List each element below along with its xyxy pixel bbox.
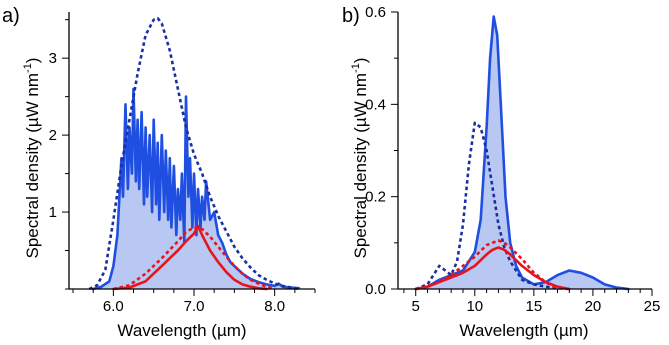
panel-b-y-tick-label: 0.6 — [365, 4, 386, 21]
panel-a-series-2-line — [112, 224, 268, 291]
panel-a-ylabel-text: Spectral density (µW nm — [23, 73, 42, 259]
panel-a-series-3-line — [113, 226, 276, 291]
panel-b: b) Spectral density (µW nm-1) Wavelength… — [342, 4, 660, 340]
panel-b-x-tick-label: 5 — [412, 298, 420, 315]
panel-b-y-tick-label: 0.4 — [365, 96, 386, 113]
panel-b-y-tick-label: 0.2 — [365, 189, 386, 206]
svg-text:Spectral density (µW nm-1): Spectral density (µW nm-1) — [22, 58, 42, 259]
panel-b-series-0-line — [414, 15, 630, 291]
panel-b-xlabel: Wavelength (µm) — [459, 321, 588, 340]
panel-b-series-2-line — [414, 246, 571, 291]
panel-a: a) Spectral density (µW nm-1) Wavelength… — [2, 5, 316, 340]
panel-b-x-tick-label: 25 — [644, 298, 661, 315]
panel-b-x-tick-label: 20 — [585, 298, 602, 315]
svg-text:Spectral density (µW nm-1): Spectral density (µW nm-1) — [350, 58, 370, 259]
panel-b-series-layer — [414, 15, 630, 291]
panel-a-series-0-fill — [93, 88, 299, 290]
panel-a-ylabel-close: ) — [23, 58, 42, 64]
panel-b-x-tick-label: 15 — [526, 298, 543, 315]
panel-b-label: b) — [342, 5, 360, 27]
panel-b-axes: 5 10 15 20 25 0.0 0.2 0.4 0.6 — [365, 4, 660, 315]
panel-a-ylabel: Spectral density (µW nm-1) — [22, 58, 42, 259]
panel-b-series-0-fill — [415, 16, 629, 289]
panel-a-y-tick-label: 3 — [49, 50, 57, 67]
panel-a-label: a) — [2, 5, 20, 27]
panel-b-ylabel-text: Spectral density (µW nm — [351, 73, 370, 259]
panel-a-x-tick-label: 8.0 — [264, 298, 285, 315]
panel-a-x-tick-label: 6.0 — [103, 298, 124, 315]
panel-a-axes: 6.0 7.0 8.0 1 2 3 — [49, 12, 316, 315]
panel-a-y-tick-label: 2 — [49, 127, 57, 144]
panel-a-y-tick-label: 1 — [49, 204, 57, 221]
panel-b-ylabel: Spectral density (µW nm-1) — [350, 58, 370, 259]
panel-a-x-tick-label: 7.0 — [184, 298, 205, 315]
panel-b-series-3-line — [415, 239, 559, 291]
panel-b-ylabel-sup: -1 — [350, 63, 362, 73]
panel-b-y-tick-label: 0.0 — [365, 281, 386, 298]
panel-a-ylabel-sup: -1 — [22, 63, 34, 73]
panel-a-series-layer — [88, 16, 301, 291]
panel-b-series-1-line — [415, 121, 570, 291]
panel-b-ylabel-close: ) — [351, 58, 370, 64]
panel-b-x-tick-label: 10 — [466, 298, 483, 315]
panel-a-xlabel: Wavelength (µm) — [117, 321, 246, 340]
